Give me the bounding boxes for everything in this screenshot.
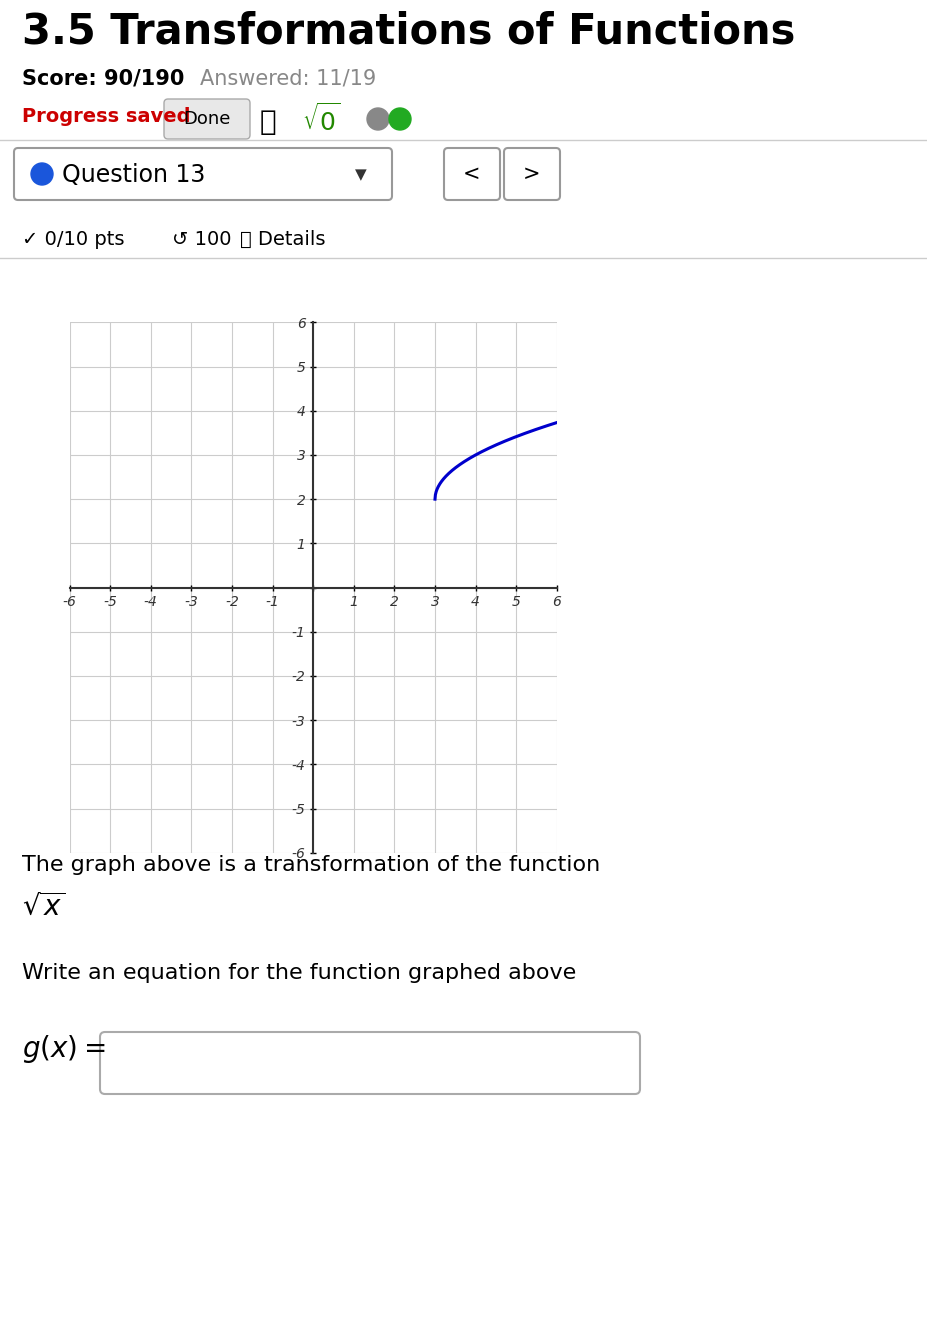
Text: Done: Done <box>184 110 231 128</box>
Circle shape <box>366 107 388 130</box>
FancyBboxPatch shape <box>100 1031 640 1095</box>
Text: $\sqrt{x}$: $\sqrt{x}$ <box>22 893 65 921</box>
Text: Answered: 11/19: Answered: 11/19 <box>200 68 375 89</box>
Text: $\sqrt{0}$: $\sqrt{0}$ <box>301 103 340 136</box>
Text: Score: 90/190: Score: 90/190 <box>22 68 184 89</box>
Text: ✓ 0/10 pts: ✓ 0/10 pts <box>22 230 124 248</box>
FancyBboxPatch shape <box>443 148 500 200</box>
Text: ⎙: ⎙ <box>260 107 276 136</box>
Text: ↺ 100: ↺ 100 <box>171 230 231 248</box>
Text: >: > <box>523 164 540 184</box>
FancyBboxPatch shape <box>164 99 249 138</box>
Text: ▼: ▼ <box>355 168 366 183</box>
Text: <: < <box>463 164 480 184</box>
Text: ⓘ Details: ⓘ Details <box>240 230 325 248</box>
Text: Question 13: Question 13 <box>62 163 205 187</box>
Circle shape <box>388 107 411 130</box>
Text: $g(x) =$: $g(x) =$ <box>22 1033 106 1065</box>
Text: Write an equation for the function graphed above: Write an equation for the function graph… <box>22 963 576 983</box>
Text: Progress saved: Progress saved <box>22 107 190 126</box>
FancyBboxPatch shape <box>503 148 559 200</box>
Text: 3.5 Transformations of Functions: 3.5 Transformations of Functions <box>22 9 794 52</box>
Text: The graph above is a transformation of the function: The graph above is a transformation of t… <box>22 855 600 876</box>
FancyBboxPatch shape <box>14 148 391 200</box>
Circle shape <box>31 163 53 185</box>
